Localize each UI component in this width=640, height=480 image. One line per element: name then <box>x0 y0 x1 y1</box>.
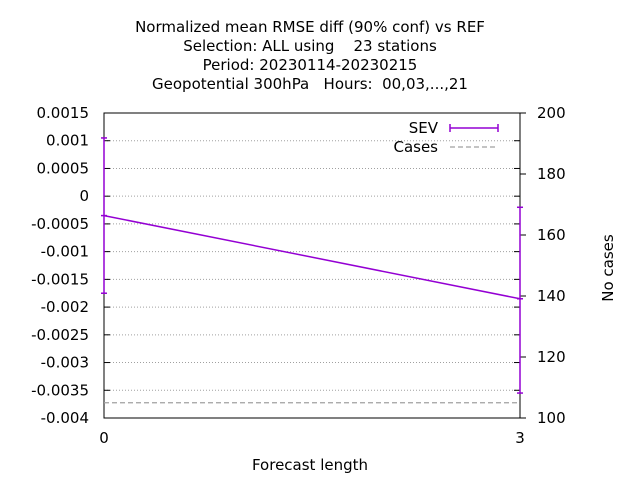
plot-border <box>103 112 521 419</box>
x-axis-label: Forecast length <box>252 456 368 474</box>
y-axis-ticks: 0.0015 0.001 0.0005 0 -0.0005 -0.001 -0.0015 -0… <box>31 104 520 427</box>
title-line-4: Geopotential 300hPa Hours: 00,03,...,21 <box>152 75 468 93</box>
y-tick-label: -0.003 <box>41 354 89 372</box>
y-tick-label: -0.001 <box>41 243 89 261</box>
y-tick-label: -0.0025 <box>31 326 89 344</box>
y-tick-label: 0.001 <box>46 132 89 150</box>
chart-title: Normalized mean RMSE diff (90% conf) vs … <box>135 18 485 93</box>
y-tick-label: 0.0005 <box>37 159 90 177</box>
y-tick-label: -0.0035 <box>31 381 89 399</box>
y2-tick-label: 120 <box>537 348 566 366</box>
y2-tick-label: 140 <box>537 287 566 305</box>
y2-tick-label: 200 <box>537 104 566 122</box>
y-tick-label: 0.0015 <box>37 104 90 122</box>
x-tick-label: 0 <box>99 429 109 447</box>
title-line-2: Selection: ALL using 23 stations <box>183 37 437 55</box>
gridlines <box>104 140 520 391</box>
title-line-1: Normalized mean RMSE diff (90% conf) vs … <box>135 18 485 36</box>
y-tick-label: -0.0015 <box>31 270 89 288</box>
series-line-sev <box>103 214 521 300</box>
y2-axis-label: No cases <box>599 234 617 302</box>
y2-tick-label: 100 <box>537 409 566 427</box>
legend-label: Cases <box>393 138 438 156</box>
legend-label: SEV <box>409 119 439 137</box>
y2-tick-label: 160 <box>537 226 566 244</box>
x-tick-label: 3 <box>515 429 525 447</box>
title-line-3: Period: 20230114-20230215 <box>203 56 418 74</box>
y2-axis-ticks: 200 180 160 140 120 100 <box>520 104 566 427</box>
y-tick-label: 0 <box>79 187 89 205</box>
y-tick-label: -0.0005 <box>31 215 89 233</box>
series-layer <box>101 137 523 404</box>
y2-tick-label: 180 <box>537 165 566 183</box>
y-tick-label: -0.004 <box>41 409 89 427</box>
plot-frame <box>103 112 521 419</box>
y-tick-label: -0.002 <box>41 298 89 316</box>
